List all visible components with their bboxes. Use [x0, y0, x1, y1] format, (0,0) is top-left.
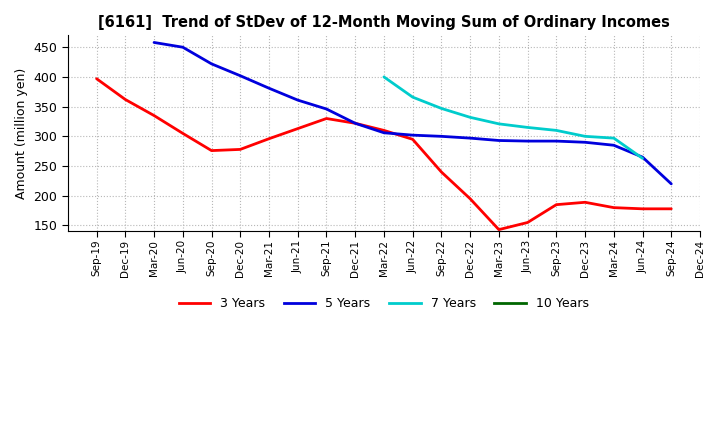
7 Years: [466, 115, 474, 120]
3 Years: [92, 76, 101, 81]
3 Years: [294, 126, 302, 131]
3 Years: [581, 200, 590, 205]
5 Years: [408, 132, 417, 138]
5 Years: [322, 106, 330, 112]
3 Years: [552, 202, 561, 207]
7 Years: [437, 106, 446, 111]
3 Years: [408, 137, 417, 142]
5 Years: [667, 181, 675, 187]
7 Years: [638, 156, 647, 161]
5 Years: [236, 73, 245, 78]
3 Years: [667, 206, 675, 212]
3 Years: [437, 169, 446, 175]
5 Years: [552, 139, 561, 144]
Line: 7 Years: 7 Years: [384, 77, 642, 158]
3 Years: [609, 205, 618, 210]
3 Years: [351, 121, 359, 126]
5 Years: [379, 130, 388, 136]
3 Years: [207, 148, 216, 153]
5 Years: [437, 134, 446, 139]
7 Years: [408, 95, 417, 100]
5 Years: [179, 44, 187, 50]
5 Years: [466, 136, 474, 141]
Line: 3 Years: 3 Years: [96, 79, 671, 230]
5 Years: [207, 61, 216, 66]
Legend: 3 Years, 5 Years, 7 Years, 10 Years: 3 Years, 5 Years, 7 Years, 10 Years: [174, 292, 594, 315]
5 Years: [150, 40, 158, 45]
3 Years: [379, 128, 388, 133]
Line: 5 Years: 5 Years: [154, 43, 671, 184]
3 Years: [121, 97, 130, 102]
5 Years: [523, 139, 532, 144]
3 Years: [150, 113, 158, 118]
5 Years: [581, 139, 590, 145]
3 Years: [523, 220, 532, 225]
3 Years: [236, 147, 245, 152]
7 Years: [552, 128, 561, 133]
7 Years: [523, 125, 532, 130]
3 Years: [638, 206, 647, 212]
5 Years: [495, 138, 503, 143]
Title: [6161]  Trend of StDev of 12-Month Moving Sum of Ordinary Incomes: [6161] Trend of StDev of 12-Month Moving…: [98, 15, 670, 30]
5 Years: [294, 97, 302, 103]
7 Years: [379, 74, 388, 80]
5 Years: [609, 143, 618, 148]
5 Years: [351, 121, 359, 126]
7 Years: [581, 134, 590, 139]
3 Years: [495, 227, 503, 232]
3 Years: [322, 116, 330, 121]
7 Years: [495, 121, 503, 127]
3 Years: [179, 131, 187, 136]
3 Years: [265, 136, 274, 141]
3 Years: [466, 196, 474, 202]
5 Years: [265, 85, 274, 91]
Y-axis label: Amount (million yen): Amount (million yen): [15, 68, 28, 199]
7 Years: [609, 136, 618, 141]
5 Years: [638, 154, 647, 160]
